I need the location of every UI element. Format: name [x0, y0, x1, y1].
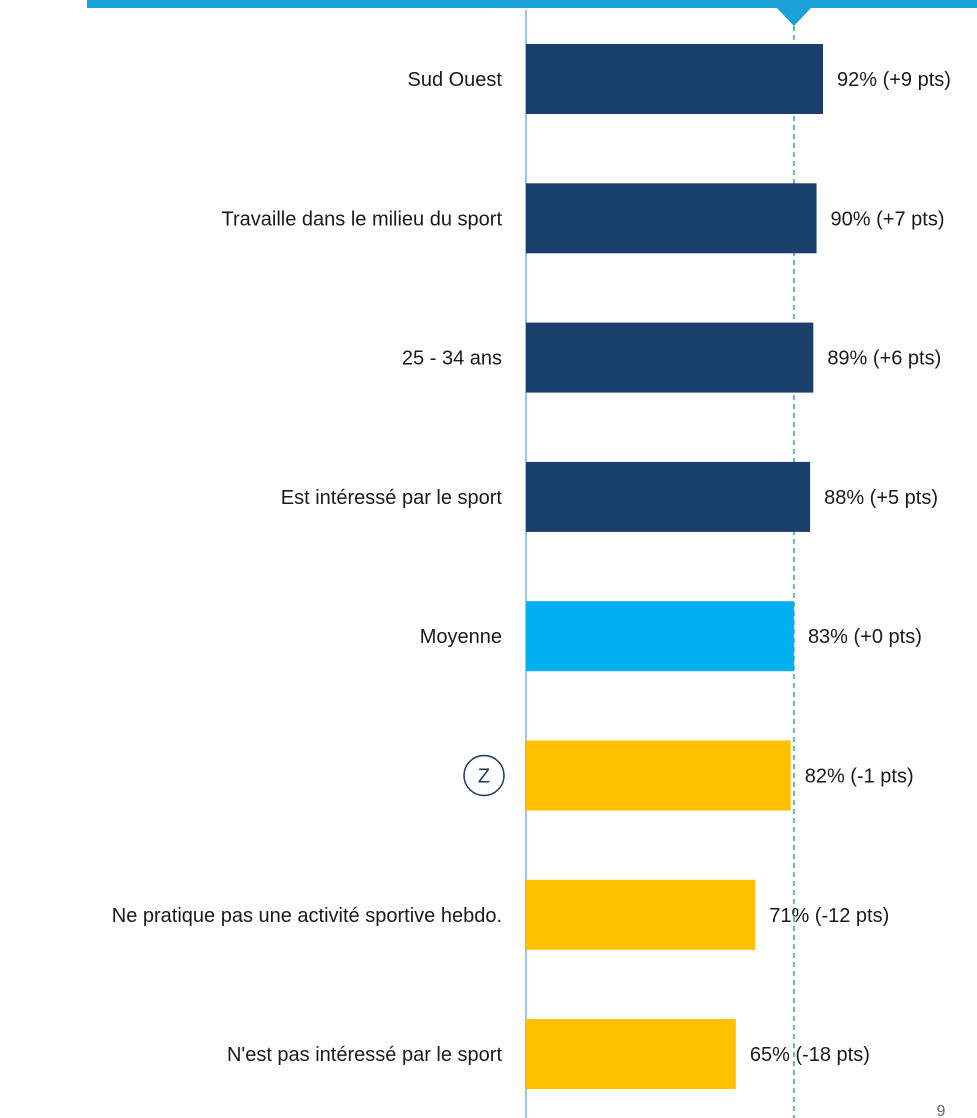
data-label: 90% (+7 pts) — [831, 208, 945, 230]
bar — [526, 1019, 736, 1090]
badge-label: Z — [478, 766, 490, 788]
badge-circle-icon — [463, 754, 505, 797]
data-label: 92% (+9 pts) — [837, 69, 951, 91]
bar — [526, 601, 794, 672]
header-rule — [87, 0, 977, 8]
category-label: Travaille dans le milieu du sport — [222, 208, 503, 230]
data-label: 71% (-12 pts) — [769, 905, 889, 927]
category-label: Moyenne — [420, 626, 502, 648]
category-label: Ne pratique pas une activité sportive he… — [112, 905, 502, 927]
data-label: 65% (-18 pts) — [750, 1044, 870, 1066]
reference-marker-icon — [775, 7, 812, 26]
data-label: 88% (+5 pts) — [824, 487, 938, 509]
category-label: N'est pas intéressé par le sport — [227, 1044, 503, 1066]
bar — [526, 183, 817, 254]
data-label: 89% (+6 pts) — [827, 348, 941, 370]
bar — [526, 44, 823, 114]
data-label: 82% (-1 pts) — [805, 766, 914, 788]
bar — [526, 879, 756, 950]
page-number: 9 — [937, 1103, 946, 1118]
bar — [526, 322, 814, 393]
category-label: 25 - 34 ans — [402, 348, 502, 370]
data-label: 83% (+0 pts) — [808, 626, 922, 648]
bar — [526, 461, 811, 532]
category-label: Sud Ouest — [407, 69, 502, 91]
bar — [526, 740, 791, 811]
category-label: Est intéressé par le sport — [281, 487, 503, 509]
